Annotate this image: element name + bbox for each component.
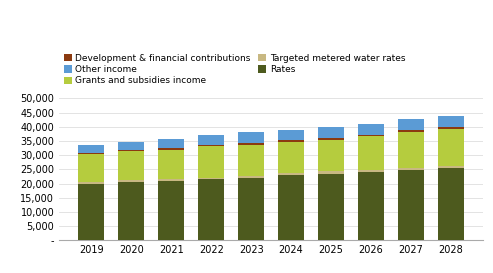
Bar	[398, 120, 424, 130]
Bar	[318, 171, 344, 174]
Bar	[78, 153, 105, 154]
Bar	[318, 174, 344, 240]
Legend: Development & financial contributions, Other income, Grants and subsidies income: Development & financial contributions, O…	[64, 54, 405, 85]
Bar	[438, 127, 464, 129]
Bar	[318, 127, 344, 138]
Bar	[198, 146, 224, 178]
Bar	[158, 150, 184, 179]
Bar	[238, 145, 264, 176]
Bar	[438, 166, 464, 168]
Bar	[438, 116, 464, 127]
Bar	[358, 135, 384, 136]
Bar	[398, 170, 424, 240]
Bar	[238, 176, 264, 178]
Bar	[238, 143, 264, 145]
Bar	[398, 168, 424, 170]
Bar	[278, 130, 304, 140]
Bar	[158, 179, 184, 181]
Bar	[78, 145, 105, 153]
Bar	[318, 138, 344, 140]
Bar	[198, 178, 224, 179]
Bar	[438, 129, 464, 166]
Bar	[238, 178, 264, 240]
Bar	[238, 132, 264, 143]
Bar	[158, 139, 184, 148]
Bar	[198, 145, 224, 146]
Bar	[358, 124, 384, 135]
Bar	[118, 182, 144, 240]
Bar	[278, 142, 304, 173]
Bar	[158, 148, 184, 150]
Bar	[78, 183, 105, 240]
Bar	[358, 172, 384, 240]
Bar	[78, 154, 105, 182]
Bar	[198, 179, 224, 240]
Bar	[118, 142, 144, 150]
Bar	[118, 151, 144, 180]
Bar	[398, 130, 424, 132]
Bar	[438, 168, 464, 240]
Bar	[118, 180, 144, 182]
Bar	[358, 136, 384, 170]
Bar	[398, 132, 424, 168]
Bar	[278, 175, 304, 240]
Bar	[158, 181, 184, 240]
Bar	[318, 140, 344, 171]
Bar	[118, 150, 144, 151]
Bar	[278, 173, 304, 175]
Bar	[78, 182, 105, 183]
Bar	[198, 135, 224, 145]
Bar	[278, 140, 304, 142]
Bar	[358, 170, 384, 172]
